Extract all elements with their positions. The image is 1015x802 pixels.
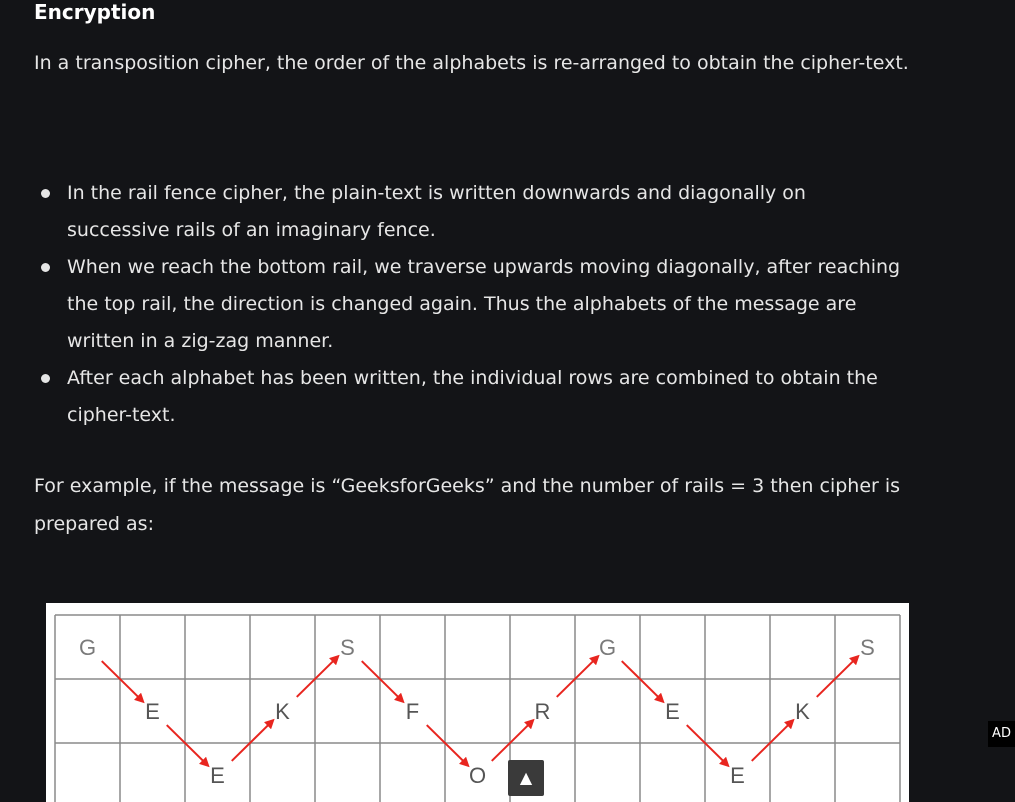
zigzag-arrow: [296, 654, 340, 698]
zigzag-arrow: [361, 660, 405, 704]
zigzag-arrow: [166, 724, 210, 768]
bullet-text: When we reach the bottom rail, we traver…: [67, 256, 901, 352]
bullet-list: In the rail fence cipher, the plain-text…: [34, 175, 914, 434]
rail-letter: E: [730, 763, 745, 788]
scroll-to-top-button[interactable]: ▲: [508, 760, 544, 796]
zigzag-arrow: [101, 660, 145, 704]
bullet-dot-icon: [41, 189, 50, 198]
zigzag-arrow: [621, 660, 665, 704]
zigzag-arrow: [491, 718, 535, 762]
bullet-item: In the rail fence cipher, the plain-text…: [34, 175, 914, 249]
rail-letter: E: [210, 763, 225, 788]
example-paragraph: For example, if the message is “Geeksfor…: [34, 475, 901, 535]
rail-letter: E: [145, 699, 160, 724]
bullet-text: After each alphabet has been written, th…: [67, 367, 878, 426]
bullet-text: In the rail fence cipher, the plain-text…: [67, 182, 806, 241]
intro-paragraph: In a transposition cipher, the order of …: [34, 52, 909, 74]
ad-badge[interactable]: AD: [988, 721, 1015, 747]
bullet-item: After each alphabet has been written, th…: [34, 360, 914, 434]
zigzag-arrow: [816, 654, 860, 698]
bullet-dot-icon: [41, 374, 50, 383]
rail-letter: R: [535, 699, 551, 724]
zigzag-arrow: [426, 724, 470, 768]
zigzag-arrow: [686, 724, 730, 768]
rail-letter: O: [469, 763, 486, 788]
rail-letter: F: [406, 699, 419, 724]
rail-letter: E: [665, 699, 680, 724]
rail-letter: K: [795, 699, 810, 724]
rail-fence-figure: G E E K S F O R G E E K S: [46, 603, 909, 802]
zigzag-arrow: [556, 654, 600, 698]
zigzag-arrow: [231, 718, 275, 762]
rail-letter: G: [79, 635, 96, 660]
section-heading: Encryption: [34, 0, 156, 24]
zigzag-arrow: [751, 718, 795, 762]
rail-letter: S: [340, 635, 355, 660]
rail-letter: K: [275, 699, 290, 724]
rail-fence-diagram: G E E K S F O R G E E K S: [54, 614, 901, 802]
bullet-item: When we reach the bottom rail, we traver…: [34, 249, 914, 360]
rail-letter: S: [860, 635, 875, 660]
bullet-dot-icon: [41, 263, 50, 272]
rail-letter: G: [599, 635, 616, 660]
